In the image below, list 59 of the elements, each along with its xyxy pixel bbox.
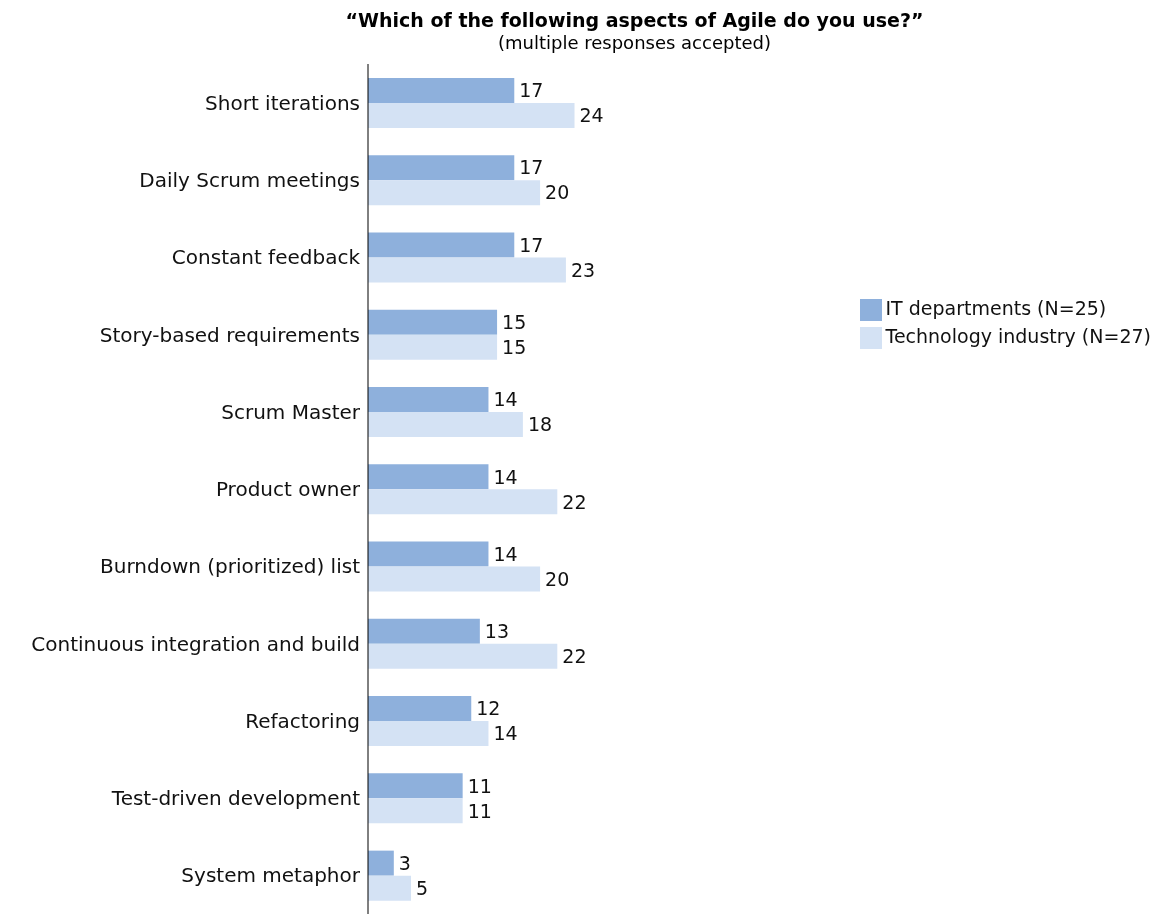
bar <box>368 257 566 283</box>
bar <box>368 464 489 490</box>
bar <box>368 180 541 206</box>
data-label: 12 <box>476 697 501 720</box>
text: (multiple responses accepted) <box>497 32 772 54</box>
bar <box>368 309 498 335</box>
legend-label: IT departments (N=25) <box>885 297 1107 319</box>
y-tick-label: Product owner <box>215 477 361 502</box>
bar <box>368 850 394 876</box>
data-label: 17 <box>519 156 544 179</box>
y-tick-label: Daily Scrum meetings <box>139 168 360 193</box>
bar <box>368 334 498 360</box>
data-label: 11 <box>467 774 492 797</box>
data-label: 20 <box>545 181 570 204</box>
data-label: 14 <box>493 388 518 411</box>
bar <box>368 77 515 103</box>
data-label: 14 <box>493 542 518 565</box>
bar <box>368 489 558 515</box>
legend-label: Technology industry (N=27) <box>885 325 1151 347</box>
bar <box>368 102 575 128</box>
bar <box>368 875 412 901</box>
bar <box>368 618 480 644</box>
bar <box>368 566 541 592</box>
y-tick-label: Story-based requirements <box>99 322 360 347</box>
data-label: 18 <box>527 413 553 436</box>
bar <box>368 696 472 722</box>
data-label: 15 <box>502 335 527 358</box>
data-label: 23 <box>570 258 596 281</box>
bar <box>368 798 463 824</box>
bar <box>368 232 515 258</box>
text: “Which of the following aspects of Agile do you use?” <box>344 8 925 32</box>
data-label: 3 <box>398 851 411 874</box>
data-label: 24 <box>579 104 604 127</box>
y-tick-label: Constant feedback <box>171 245 361 270</box>
y-tick-label: Scrum Master <box>221 399 361 424</box>
data-label: 13 <box>484 620 510 643</box>
data-label: 5 <box>416 876 429 899</box>
y-tick-label: System metaphor <box>181 863 361 888</box>
y-tick-label: Refactoring <box>245 708 360 733</box>
bar <box>368 412 523 437</box>
data-label: 11 <box>467 799 492 822</box>
bar <box>368 387 489 412</box>
data-label: 22 <box>562 490 587 513</box>
data-label: 17 <box>519 79 544 102</box>
data-label: 15 <box>502 310 527 333</box>
data-label: 20 <box>545 567 570 590</box>
bar <box>368 773 463 799</box>
bar <box>368 721 489 747</box>
bar <box>368 541 489 567</box>
y-tick-label: Continuous integration and build <box>31 631 360 656</box>
bar <box>368 643 558 669</box>
data-label: 22 <box>562 645 587 668</box>
y-tick-label: Short iterations <box>205 90 360 115</box>
data-label: 17 <box>519 233 544 256</box>
data-label: 14 <box>493 722 518 745</box>
y-tick-label: Burndown (prioritized) list <box>100 554 361 579</box>
bar <box>368 155 515 181</box>
data-label: 14 <box>493 465 518 488</box>
y-tick-label: Test-driven development <box>110 786 361 811</box>
